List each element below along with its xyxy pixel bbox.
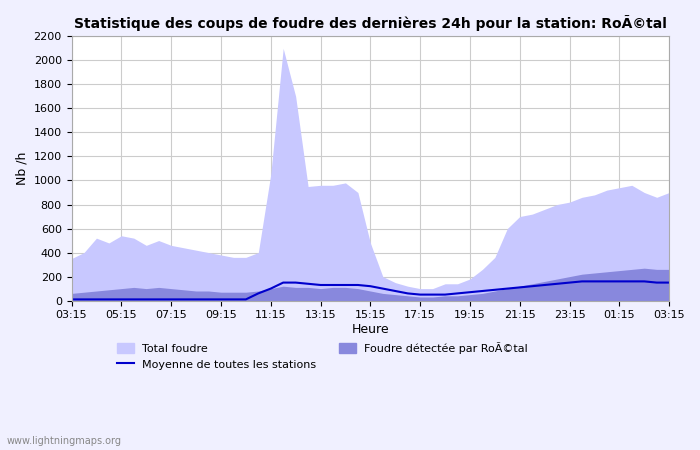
- Legend: Total foudre, Moyenne de toutes les stations, Foudre détectée par RoÃ©tal: Total foudre, Moyenne de toutes les stat…: [113, 337, 533, 374]
- Title: Statistique des coups de foudre des dernières 24h pour la station: RoÃ©tal: Statistique des coups de foudre des dern…: [74, 15, 667, 31]
- X-axis label: Heure: Heure: [351, 323, 389, 336]
- Text: www.lightningmaps.org: www.lightningmaps.org: [7, 436, 122, 446]
- Y-axis label: Nb /h: Nb /h: [15, 152, 28, 185]
